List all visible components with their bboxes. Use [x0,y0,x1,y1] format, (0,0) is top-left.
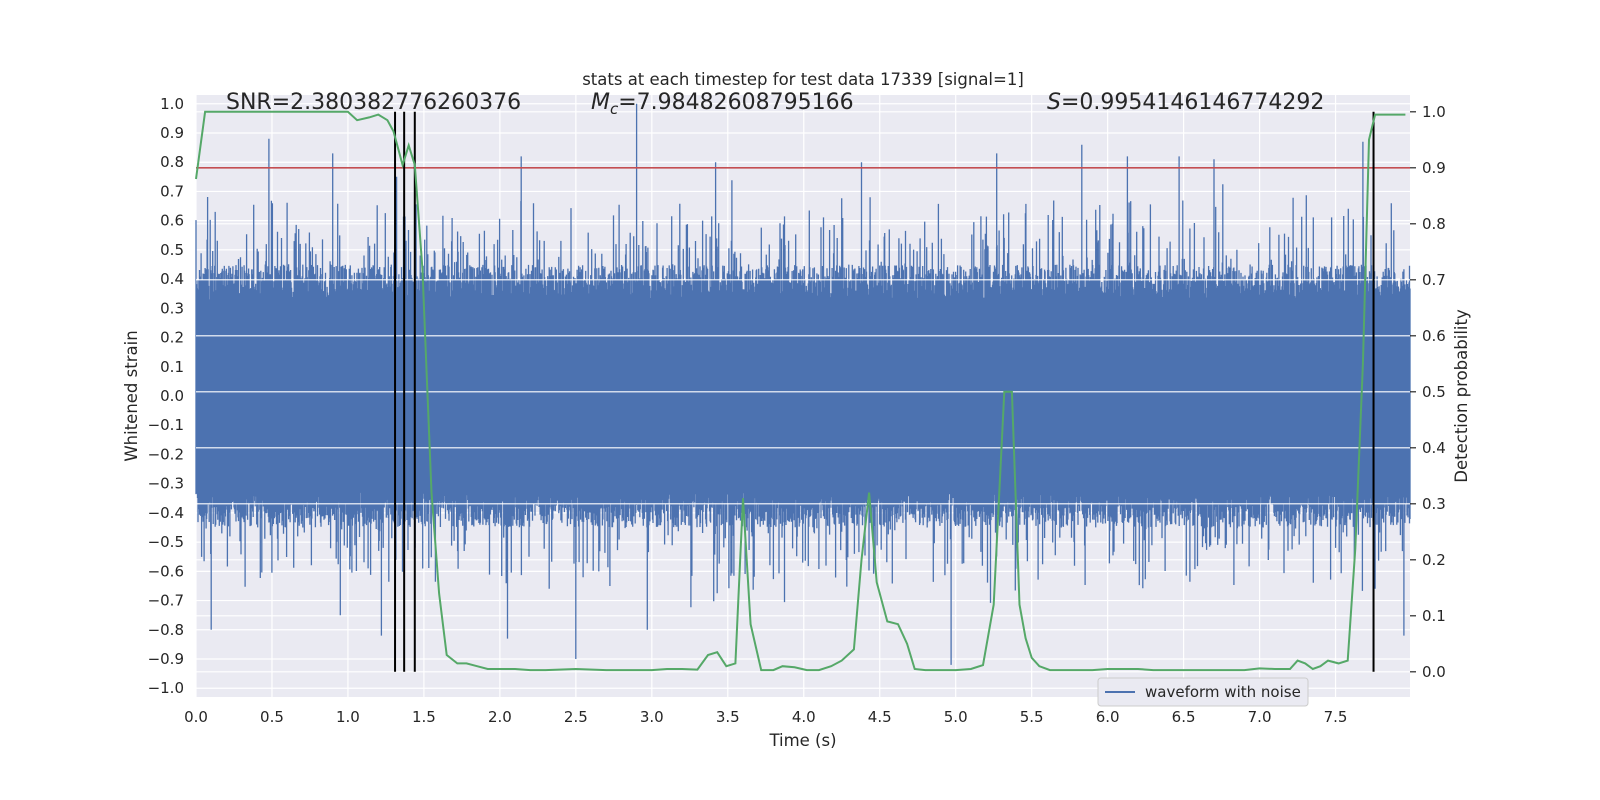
y-axis-left-ticks: 1.0 0.9 0.8 0.7 0.6 0.5 0.4 0.3 0.2 0.1 0.0 −0.1 −0.… [148,95,184,697]
y-right-tick-label: 0.9 [1422,159,1446,177]
y-left-tick-label: 0.7 [160,182,184,200]
y-left-tick-label: −0.9 [148,650,184,668]
chart-title: stats at each timestep for test data 173… [582,70,1024,89]
x-tick-label: 2.5 [564,708,588,726]
waveform-band [196,314,1410,484]
x-tick-label: 1.0 [336,708,360,726]
x-tick-label: 3.5 [716,708,740,726]
y-right-tick-label: 0.0 [1422,663,1446,681]
x-tick-label: 4.5 [868,708,892,726]
y-left-tick-label: 0.2 [160,329,184,347]
x-tick-label: 1.5 [412,708,436,726]
x-tick-label: 6.5 [1172,708,1196,726]
legend-box [1097,677,1309,707]
x-tick-label: 5.0 [944,708,968,726]
probability-line [195,110,1406,672]
y-left-tick-label: −0.5 [148,533,184,551]
y-left-tick-label: 0.1 [160,358,184,376]
x-tick-label: 5.5 [1020,708,1044,726]
x-tick-label: 3.0 [640,708,664,726]
chirp-mass-symbol: M [591,90,610,115]
legend: waveform with noise [1097,677,1309,707]
y-left-tick-label: 0.0 [160,387,184,405]
y-left-tick-label: −0.6 [148,562,184,580]
y-left-tick-label: −0.2 [148,445,184,463]
y-left-tick-label: −0.7 [148,592,184,610]
y-right-tick-label: 0.1 [1422,607,1446,625]
y-left-tick-label: −0.1 [148,416,184,434]
y-right-tick-label: 0.2 [1422,551,1446,569]
y-right-tick-label: 0.4 [1422,439,1446,457]
y-left-tick-label: 0.5 [160,241,184,259]
y-axis-left-label: Whitened strain [122,330,141,461]
chirp-mass-value: =7.98482608795166 [618,90,853,115]
x-tick-label: 6.0 [1096,708,1120,726]
y-right-tick-label: 0.8 [1422,215,1446,233]
x-tick-label: 2.0 [488,708,512,726]
y-left-tick-label: −0.3 [148,475,184,493]
y-left-tick-label: 0.9 [160,124,184,142]
vertical-markers [394,111,1375,672]
waveform-series [195,103,1411,665]
y-left-tick-label: 0.4 [160,270,184,288]
y-axis-right-label: Detection probability [1452,309,1471,483]
legend-label-waveform: waveform with noise [1145,683,1301,701]
y-right-tick-label: 0.7 [1422,271,1446,289]
y-right-tick-label: 0.6 [1422,327,1446,345]
y-left-tick-label: 0.8 [160,153,184,171]
chirp-mass-annotation: Mc=7.98482608795166 [591,90,854,118]
score-value: =0.9954146146774292 [1061,90,1324,115]
y-left-tick-label: −0.8 [148,621,184,639]
y-left-tick-label: 0.6 [160,212,184,230]
score-annotation: S=0.9954146146774292 [1047,90,1324,115]
chirp-mass-subscript: c [610,100,619,118]
probability-series [195,110,1406,672]
y-right-tick-label: 0.5 [1422,383,1446,401]
x-tick-label: 7.0 [1248,708,1272,726]
x-tick-label: 0.0 [184,708,208,726]
y-right-tick-label: 1.0 [1422,103,1446,121]
y-left-tick-label: 0.3 [160,299,184,317]
x-axis-ticks: 0.0 0.5 1.0 1.5 2.0 2.5 3.0 3.5 4.0 4.5 5.0 5.5 6.0 6… [184,708,1347,726]
x-tick-label: 4.0 [792,708,816,726]
x-axis-label: Time (s) [768,731,836,750]
y-axis-right-ticks: 1.0 0.9 0.8 0.7 0.6 0.5 0.4 0.3 0.2 0.1 0.0 [1410,103,1446,681]
snr-annotation: SNR=2.380382776260376 [226,90,521,115]
y-right-tick-label: 0.3 [1422,495,1446,513]
y-left-tick-label: −1.0 [148,679,184,697]
score-symbol: S [1047,90,1061,115]
y-left-tick-label: 1.0 [160,95,184,113]
x-tick-label: 0.5 [260,708,284,726]
x-tick-label: 7.5 [1324,708,1348,726]
y-left-tick-label: −0.4 [148,504,184,522]
